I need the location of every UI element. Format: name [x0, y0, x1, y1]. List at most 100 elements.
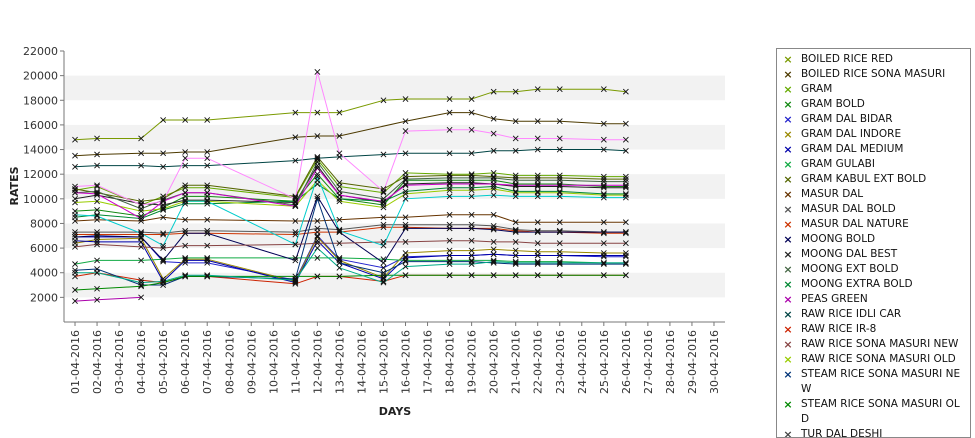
data-point: [182, 242, 189, 249]
data-point: [446, 96, 453, 102]
data-point: [204, 189, 211, 196]
legend-item: × STEAM RICE SONA MASURI NE W: [777, 367, 970, 397]
data-point: [512, 177, 519, 184]
x-tick-label: 19-04-2016: [466, 330, 479, 394]
x-tick-label: 25-04-2016: [598, 330, 611, 394]
data-point: [380, 151, 387, 158]
data-point: [138, 243, 145, 250]
data-point: [94, 239, 100, 245]
data-point: [512, 229, 519, 235]
data-point: [182, 189, 189, 196]
data-point: [182, 162, 189, 169]
data-point: [336, 192, 343, 199]
legend-item: × MASUR DAL BOLD: [777, 202, 970, 217]
data-point: [622, 240, 629, 247]
x-tick-label: 13-04-2016: [333, 330, 346, 394]
data-point: [446, 272, 453, 279]
data-point: [204, 155, 211, 162]
data-point: [490, 258, 497, 265]
data-point: [72, 234, 78, 240]
data-point: [556, 252, 563, 259]
data-point: [534, 229, 541, 235]
data-point: [512, 174, 519, 181]
data-point: [402, 225, 409, 232]
data-point: [402, 188, 409, 195]
data-point: [534, 86, 541, 93]
legend-label: RAW RICE IDLI CAR: [801, 308, 902, 320]
data-point: [622, 184, 629, 191]
data-point: [292, 278, 299, 285]
legend-label: BOILED RICE SONA MASURI: [801, 68, 946, 80]
data-point: [160, 245, 167, 252]
data-point: [490, 259, 497, 266]
data-point: [556, 188, 563, 195]
legend-marker-icon: ×: [783, 188, 793, 201]
data-point: [160, 278, 167, 285]
data-point: [72, 229, 78, 235]
data-point: [94, 269, 100, 276]
data-point: [292, 109, 299, 116]
data-point: [512, 172, 519, 179]
data-point: [446, 193, 453, 200]
data-point: [468, 172, 475, 179]
data-point: [138, 213, 145, 219]
series-line-17: [74, 149, 626, 168]
legend-label: GRAM DAL BIDAR: [801, 113, 893, 125]
data-point: [534, 227, 541, 234]
legend-item: × GRAM KABUL EXT BOLD: [777, 172, 970, 187]
data-point: [402, 257, 409, 264]
data-point: [622, 183, 629, 190]
legend-item: × MASUR DAL NATURE: [777, 217, 970, 232]
data-point: [160, 279, 167, 286]
data-point: [72, 183, 78, 190]
grid-band: [64, 75, 725, 101]
data-point: [94, 234, 100, 240]
legend-label: BOILED RICE RED: [801, 53, 893, 65]
data-point: [490, 88, 497, 95]
data-point: [138, 202, 145, 208]
data-point: [468, 258, 475, 265]
legend-marker-icon: ×: [783, 68, 793, 81]
legend-item: × GRAM GULABI: [777, 157, 970, 172]
legend-marker-icon: ×: [783, 233, 793, 246]
data-point: [622, 219, 629, 226]
legend-marker-icon: ×: [783, 293, 793, 306]
data-point: [446, 258, 453, 265]
data-point: [468, 174, 475, 181]
legend-marker-icon: ×: [783, 83, 793, 96]
data-point: [512, 272, 519, 279]
data-point: [468, 237, 475, 244]
data-point: [600, 182, 607, 189]
data-point: [446, 179, 453, 186]
data-point: [292, 193, 299, 200]
data-point: [314, 133, 321, 139]
data-point: [402, 181, 409, 187]
data-point: [204, 184, 211, 191]
data-point: [402, 224, 409, 231]
data-point: [292, 241, 299, 248]
legend-marker-icon: ×: [783, 353, 793, 366]
series-line-9: [74, 214, 626, 223]
series-line-16: [74, 296, 142, 302]
data-point: [336, 226, 343, 233]
x-tick-label: 18-04-2016: [444, 330, 457, 394]
legend-marker-icon: ×: [783, 218, 793, 231]
data-point: [380, 188, 387, 195]
data-point: [402, 195, 409, 202]
data-point: [160, 197, 167, 203]
data-point: [490, 226, 497, 233]
x-tick-label: 03-04-2016: [113, 330, 126, 394]
y-tick-label: 22000: [23, 45, 58, 58]
data-point: [292, 134, 299, 141]
data-point: [622, 173, 629, 180]
data-point: [380, 195, 387, 202]
x-tick-label: 07-04-2016: [201, 330, 214, 394]
data-point: [138, 215, 145, 222]
legend-marker-icon: ×: [783, 158, 793, 171]
data-point: [94, 135, 100, 142]
legend-label: RAW RICE SONA MASURI NEW: [801, 338, 959, 350]
data-point: [160, 214, 167, 221]
data-point: [94, 206, 100, 213]
data-point: [138, 229, 145, 235]
data-point: [336, 240, 343, 247]
